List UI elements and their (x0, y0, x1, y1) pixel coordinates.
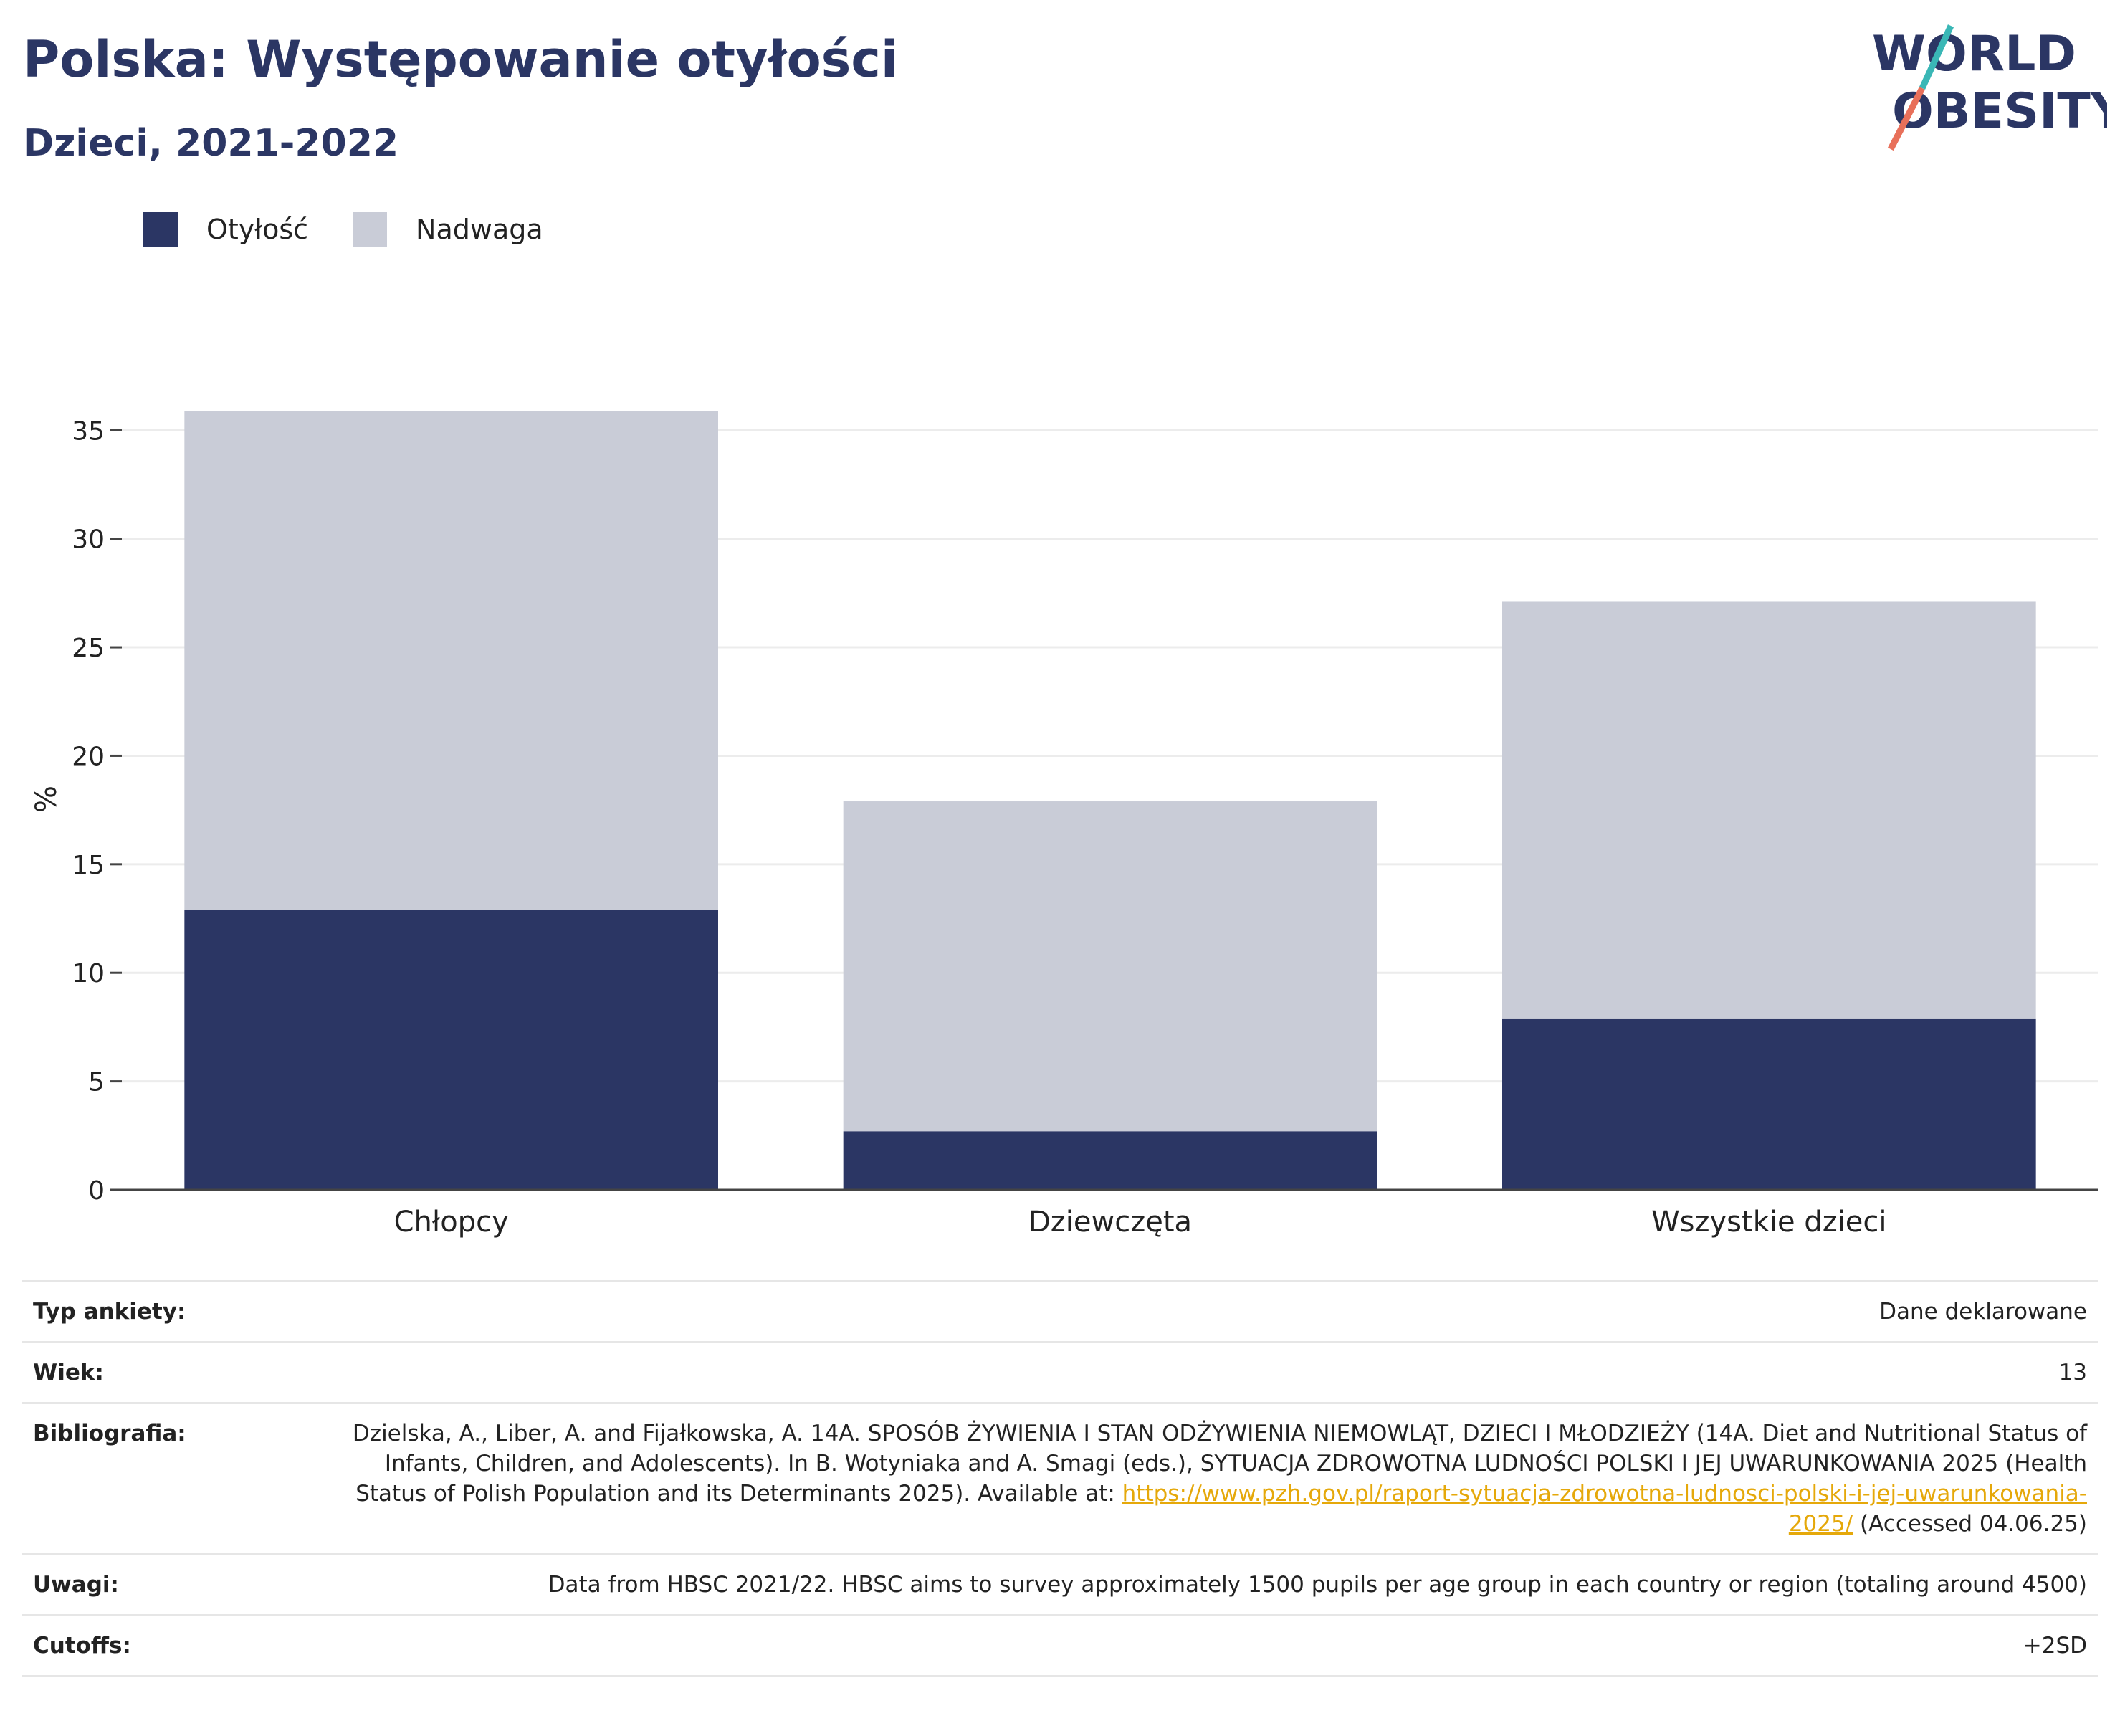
x-category-label: Chłopcy (394, 1206, 509, 1239)
meta-value: Dane deklarowane (302, 1280, 2098, 1342)
meta-key: Uwagi: (22, 1553, 302, 1616)
meta-value: Dzielska, A., Liber, A. and Fijałkowska,… (302, 1402, 2098, 1555)
legend-label-overweight: Nadwaga (416, 214, 543, 245)
meta-key: Bibliografia: (22, 1402, 302, 1555)
logo-line1: WORLD (1872, 26, 2076, 82)
bar-obesity-2 (843, 1131, 1377, 1190)
meta-value: Data from HBSC 2021/22. HBSC aims to sur… (302, 1553, 2098, 1616)
logo-slash-lower (1888, 86, 1925, 151)
meta-row-bibliography: Bibliografia: Dzielska, A., Liber, A. an… (22, 1402, 2098, 1555)
legend-swatch-obesity (143, 212, 178, 247)
y-tick-label: 5 (88, 1068, 105, 1097)
bar-overweight-3 (1502, 601, 2036, 1019)
meta-row-survey-type: Typ ankiety: Dane deklarowane (22, 1280, 2098, 1342)
bar-obesity-1 (184, 910, 718, 1190)
logo-slash-upper (1919, 24, 1954, 90)
y-tick-label: 30 (72, 525, 105, 555)
y-tick-label: 0 (88, 1176, 105, 1206)
legend-label-obesity: Otyłość (206, 214, 309, 245)
meta-value: 13 (302, 1341, 2098, 1403)
meta-value: +2SD (302, 1614, 2098, 1677)
y-axis-label: % (30, 786, 63, 813)
bar-obesity-3 (1502, 1018, 2036, 1190)
bar-overweight-1 (184, 411, 718, 910)
source-link[interactable]: https://www.pzh.gov.pl/raport-sytuacja-z… (1122, 1481, 2087, 1537)
logo-line2: OBESITY (1892, 83, 2107, 140)
bibliography-text: Dzielska, A., Liber, A. and Fijałkowska,… (352, 1421, 2087, 1507)
y-tick-label: 15 (72, 851, 105, 880)
legend-item-overweight: Nadwaga (353, 212, 543, 247)
y-tick-label: 10 (72, 959, 105, 988)
y-tick-label: 25 (72, 634, 105, 663)
page-subtitle: Dzieci, 2021-2022 (23, 122, 399, 165)
legend-item-obesity: Otyłość (143, 212, 308, 247)
legend-swatch-overweight (353, 212, 388, 247)
world-obesity-logo: WORLD OBESITY (1872, 24, 2107, 151)
stacked-bar-chart: 0 5 10 15 20 25 30 35 Chłopcy Dziewczęta Wszystkie… (30, 411, 2098, 1239)
x-category-label: Dziewczęta (1028, 1206, 1192, 1239)
y-tick-label: 20 (72, 742, 105, 771)
bar-overweight-2 (843, 801, 1377, 1132)
y-tick-label: 35 (72, 416, 105, 446)
x-category-label: Wszystkie dzieci (1651, 1206, 1886, 1239)
metadata-table: Typ ankiety: Dane deklarowane Wiek: 13 B… (22, 1280, 2098, 1677)
chart-legend: Otyłość Nadwaga (143, 212, 588, 247)
meta-key: Wiek: (22, 1341, 302, 1403)
accessed-date: (Accessed 04.06.25) (1860, 1511, 2087, 1537)
meta-row-cutoffs: Cutoffs: +2SD (22, 1614, 2098, 1677)
page-title: Polska: Występowanie otyłości (23, 30, 898, 89)
meta-key: Cutoffs: (22, 1614, 302, 1677)
meta-row-notes: Uwagi: Data from HBSC 2021/22. HBSC aims… (22, 1553, 2098, 1616)
meta-row-age: Wiek: 13 (22, 1341, 2098, 1403)
meta-key: Typ ankiety: (22, 1280, 302, 1342)
